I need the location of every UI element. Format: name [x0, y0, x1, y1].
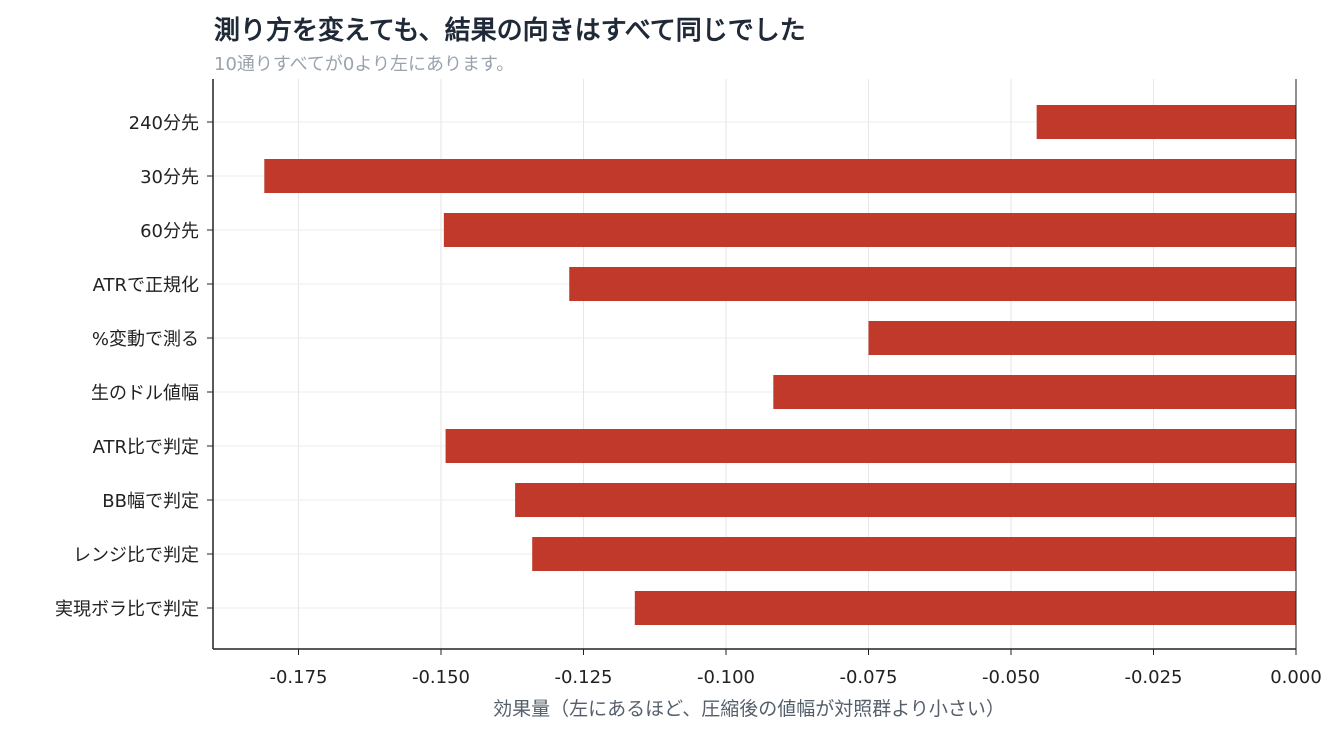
x-tick-label: -0.075 — [839, 667, 897, 688]
y-tick-label: 実現ボラ比で判定 — [55, 599, 199, 620]
y-tick-label: 240分先 — [129, 113, 199, 134]
x-tick-label: -0.050 — [982, 667, 1040, 688]
y-tick-label: 30分先 — [140, 167, 199, 188]
x-tick-label: -0.100 — [697, 667, 755, 688]
y-tick-label: レンジ比で判定 — [73, 545, 199, 566]
y-tick-label: %変動で測る — [92, 329, 199, 350]
y-tick-label: ATR比で判定 — [93, 437, 199, 458]
y-tick-label: BB幅で判定 — [102, 491, 199, 512]
bar — [868, 321, 1296, 355]
bar — [532, 537, 1296, 571]
chart-title: 測り方を変えても、結果の向きはすべて同じでした — [214, 16, 806, 46]
bar — [773, 375, 1296, 409]
x-axis-label: 効果量（左にあるほど、圧縮後の値幅が対照群より小さい） — [493, 698, 1005, 720]
bar — [634, 591, 1296, 625]
bar — [264, 159, 1296, 193]
y-tick-label: 生のドル値幅 — [91, 383, 199, 404]
x-tick-label: 0.000 — [1270, 667, 1322, 688]
x-tick-label: -0.025 — [1124, 667, 1182, 688]
bar — [445, 429, 1296, 463]
x-tick-label: -0.175 — [269, 667, 327, 688]
bar — [569, 267, 1296, 301]
bar — [1036, 105, 1296, 139]
chart-subtitle: 10通りすべてが0より左にあります。 — [214, 54, 515, 75]
bars — [264, 105, 1297, 625]
x-tick-label: -0.125 — [554, 667, 612, 688]
bar — [515, 483, 1296, 517]
y-tick-label: ATRで正規化 — [93, 275, 199, 296]
bar — [443, 213, 1297, 247]
tick-labels: -0.175 -0.150 -0.125 -0.100 -0.075 -0.050 -0.0… — [55, 113, 1322, 688]
x-tick-label: -0.150 — [412, 667, 470, 688]
y-tick-label: 60分先 — [140, 221, 199, 242]
axes — [207, 79, 1297, 655]
